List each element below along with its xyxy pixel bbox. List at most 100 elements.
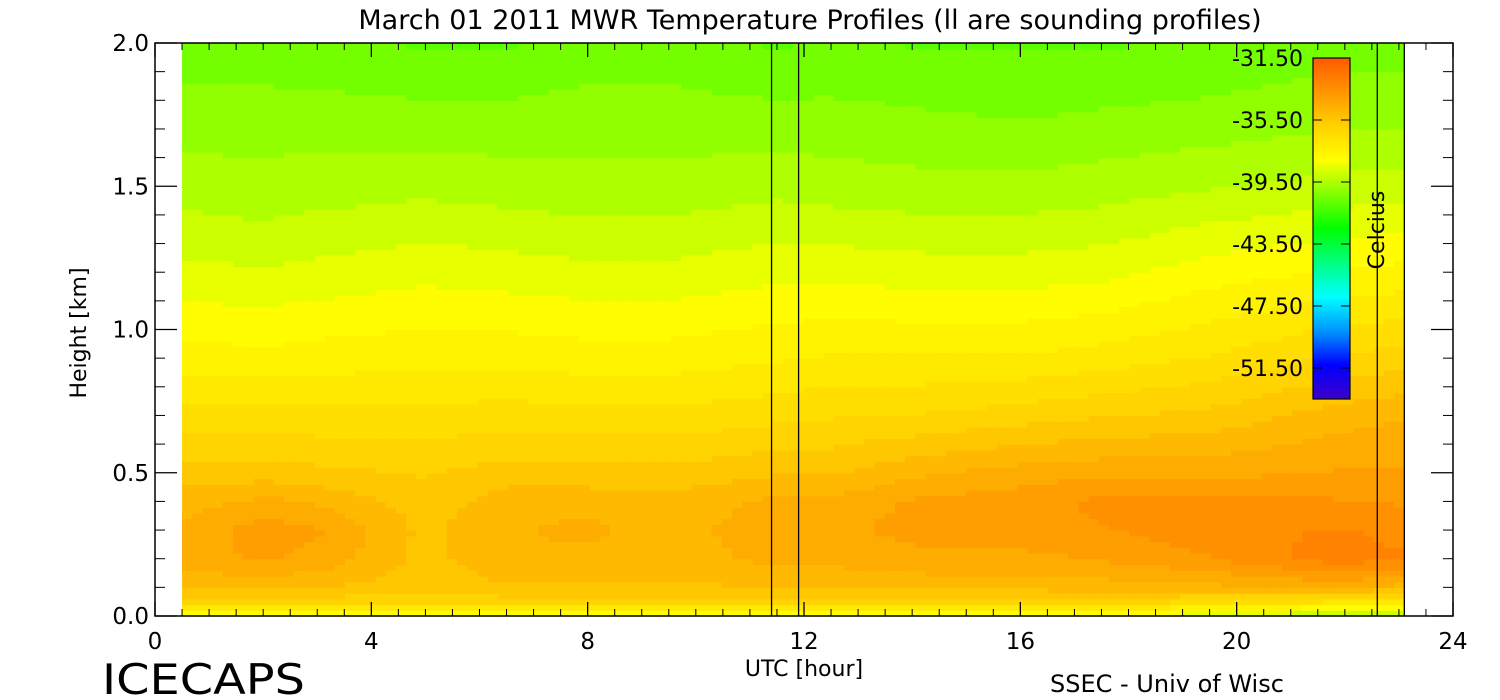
heatmap-cell	[283, 501, 295, 508]
heatmap-cell	[579, 318, 591, 325]
heatmap-cell	[548, 266, 560, 273]
heatmap-cell	[518, 541, 529, 548]
heatmap-cell	[263, 226, 275, 233]
heatmap-cell	[355, 323, 366, 331]
heatmap-cell	[528, 467, 540, 474]
heatmap-cell	[375, 381, 387, 388]
heatmap-cell	[426, 335, 438, 342]
heatmap-cell	[334, 535, 346, 543]
heatmap-cell	[222, 283, 234, 290]
heatmap-cell	[477, 128, 489, 136]
heatmap-cell	[345, 312, 356, 319]
heatmap-cell	[406, 106, 417, 113]
heatmap-cell	[620, 524, 631, 531]
heatmap-cell	[395, 88, 407, 96]
heatmap-cell	[681, 157, 692, 164]
heatmap-cell	[620, 203, 631, 210]
heatmap-cell	[243, 593, 254, 600]
heatmap-cell	[324, 415, 336, 422]
heatmap-cell	[497, 552, 509, 560]
heatmap-cell	[273, 381, 285, 388]
heatmap-cell	[375, 106, 387, 113]
heatmap-cell	[670, 300, 682, 308]
heatmap-cell	[426, 43, 438, 50]
heatmap-cell	[375, 163, 387, 170]
heatmap-cell	[294, 203, 305, 210]
heatmap-cell	[273, 570, 285, 577]
heatmap-cell	[283, 134, 295, 142]
heatmap-cell	[406, 363, 417, 371]
heatmap-cell	[569, 535, 580, 543]
heatmap-cell	[579, 255, 591, 262]
heatmap-cell	[385, 169, 397, 176]
heatmap-cell	[579, 421, 591, 428]
heatmap-cell	[222, 232, 234, 239]
heatmap-cell	[446, 128, 458, 136]
heatmap-cell	[334, 88, 346, 96]
heatmap-cell	[477, 300, 489, 308]
heatmap-cell	[406, 54, 417, 61]
heatmap-cell	[202, 610, 214, 616]
heatmap-cell	[375, 157, 387, 164]
heatmap-cell	[507, 186, 519, 193]
heatmap-cell	[375, 489, 387, 497]
heatmap-cell	[446, 547, 458, 554]
heatmap-cell	[487, 449, 499, 457]
heatmap-cell	[436, 558, 448, 566]
heatmap-cell	[365, 249, 377, 256]
heatmap-cell	[385, 535, 397, 543]
heatmap-cell	[416, 289, 428, 296]
heatmap-cell	[385, 243, 397, 250]
heatmap-cell	[222, 358, 234, 365]
heatmap-cell	[192, 512, 204, 520]
heatmap-cell	[670, 77, 682, 84]
heatmap-cell	[670, 358, 682, 365]
heatmap-cell	[446, 340, 458, 348]
heatmap-cell	[436, 54, 448, 61]
heatmap-cell	[385, 277, 397, 285]
heatmap-cell	[385, 392, 397, 399]
heatmap-cell	[467, 117, 479, 124]
heatmap-cell	[620, 180, 631, 187]
heatmap-cell	[528, 598, 540, 606]
heatmap-cell	[467, 220, 479, 227]
heatmap-cell	[497, 169, 509, 176]
heatmap-cell	[334, 524, 346, 531]
heatmap-cell	[345, 94, 356, 101]
heatmap-cell	[283, 260, 295, 268]
heatmap-cell	[609, 604, 621, 611]
heatmap-cell	[355, 581, 366, 588]
heatmap-cell	[670, 289, 682, 296]
heatmap-cell	[283, 598, 295, 606]
heatmap-cell	[497, 598, 509, 606]
heatmap-cell	[558, 593, 570, 600]
heatmap-cell	[202, 335, 214, 342]
heatmap-cell	[446, 489, 458, 497]
heatmap-cell	[426, 495, 438, 502]
heatmap-cell	[528, 340, 540, 348]
heatmap-cell	[670, 467, 682, 474]
heatmap-cell	[548, 237, 560, 245]
heatmap-cell	[558, 163, 570, 170]
heatmap-cell	[528, 507, 540, 514]
heatmap-cell	[630, 209, 641, 216]
heatmap-cell	[345, 174, 356, 182]
heatmap-cell	[263, 581, 275, 588]
heatmap-cell	[416, 249, 428, 256]
heatmap-cell	[212, 409, 224, 417]
heatmap-cell	[324, 369, 336, 376]
heatmap-cell	[609, 461, 621, 468]
heatmap-cell	[345, 564, 356, 571]
heatmap-cell	[538, 65, 550, 73]
heatmap-cell	[416, 243, 428, 250]
heatmap-cell	[426, 581, 438, 588]
heatmap-cell	[212, 174, 224, 182]
heatmap-cell	[304, 461, 316, 468]
heatmap-cell	[406, 598, 417, 606]
heatmap-cell	[497, 255, 509, 262]
heatmap-cell	[232, 564, 244, 571]
heatmap-cell	[599, 449, 611, 457]
heatmap-cell	[548, 146, 560, 153]
heatmap-cell	[395, 111, 407, 119]
heatmap-cell	[406, 312, 417, 319]
